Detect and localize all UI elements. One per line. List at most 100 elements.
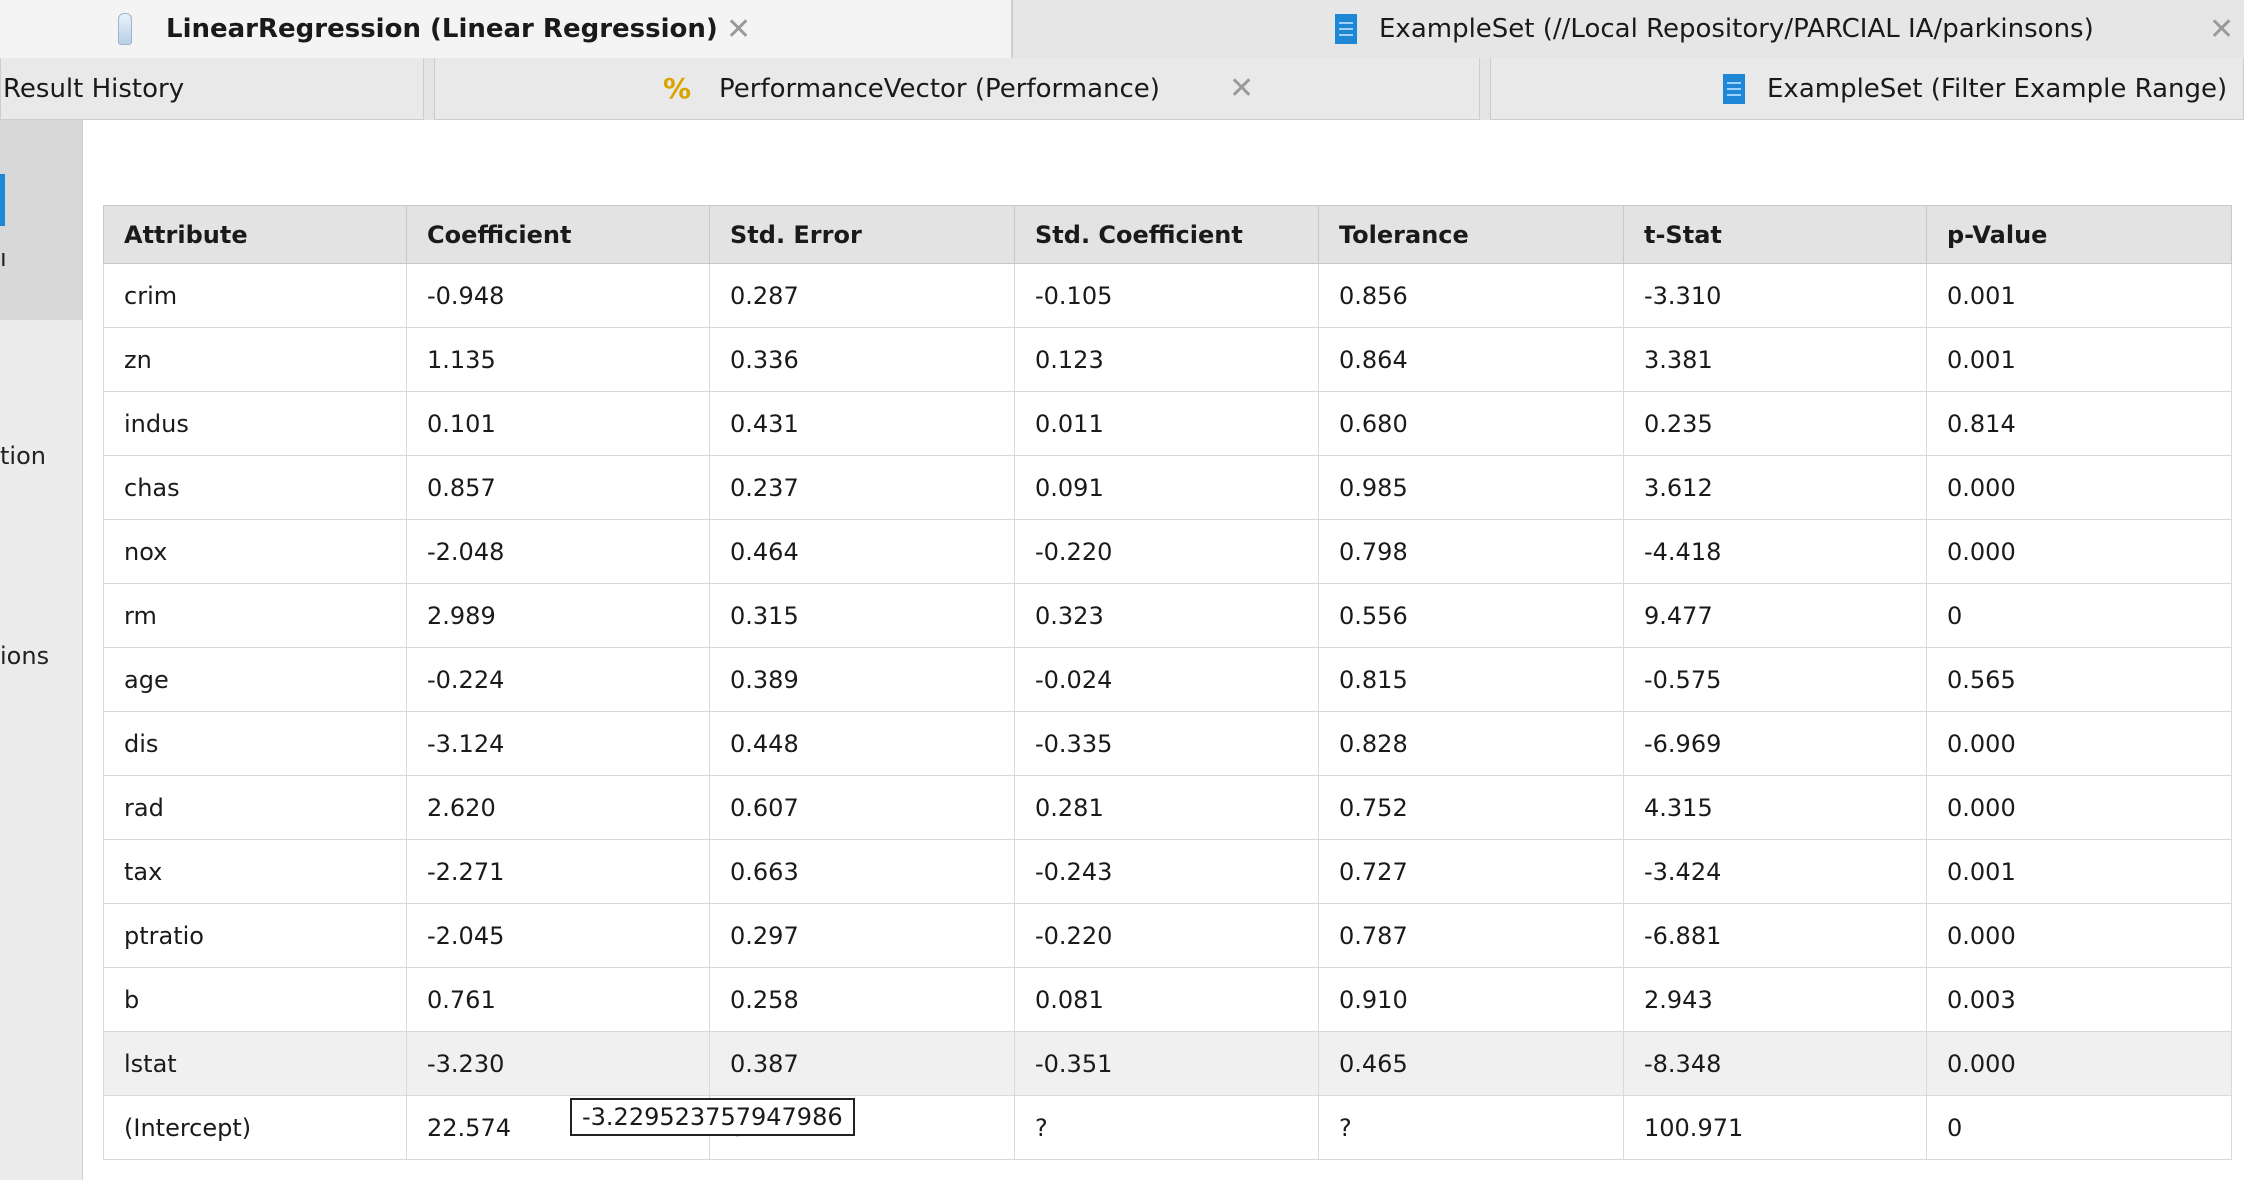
close-icon[interactable]: ✕ [2209,11,2235,47]
sidebar-item-annotations[interactable]: ions [0,642,50,670]
column-header[interactable]: Attribute [103,205,407,264]
attribute-cell[interactable]: dis [103,711,407,776]
value-cell[interactable]: 0.315 [709,583,1015,648]
value-cell[interactable]: 0.001 [1926,263,2232,328]
table-row[interactable]: nox -2.048 0.464 -0.220 0.798 -4.418 0.000 [103,519,2232,584]
value-cell[interactable]: 0.003 [1926,967,2232,1032]
value-cell[interactable]: 0.431 [709,391,1015,456]
value-cell[interactable]: 0.323 [1014,583,1319,648]
attribute-cell[interactable]: lstat [103,1031,407,1096]
value-cell[interactable]: 0.001 [1926,327,2232,392]
close-icon[interactable]: ✕ [1229,71,1255,106]
value-cell[interactable]: 0.000 [1926,775,2232,840]
close-icon[interactable]: ✕ [726,11,752,47]
value-cell[interactable]: 2.989 [406,583,710,648]
tab-linear-regression[interactable]: LinearRegression (Linear Regression) ✕ [0,0,1012,58]
value-cell[interactable]: -2.045 [406,903,710,968]
value-cell[interactable]: 0.281 [1014,775,1319,840]
table-row[interactable]: b 0.761 0.258 0.081 0.910 2.943 0.003 [103,967,2232,1032]
value-cell[interactable]: 0.235 [1623,391,1927,456]
value-cell[interactable]: -0.220 [1014,519,1319,584]
value-cell[interactable]: 3.612 [1623,455,1927,520]
value-cell[interactable]: 0.607 [709,775,1015,840]
value-cell[interactable]: -3.424 [1623,839,1927,904]
table-row[interactable]: rad 2.620 0.607 0.281 0.752 4.315 0.000 [103,775,2232,840]
table-row[interactable]: dis -3.124 0.448 -0.335 0.828 -6.969 0.000 [103,711,2232,776]
value-cell[interactable]: 0.828 [1318,711,1624,776]
value-cell[interactable]: -0.024 [1014,647,1319,712]
value-cell[interactable]: 0.556 [1318,583,1624,648]
value-cell[interactable]: -6.881 [1623,903,1927,968]
attribute-cell[interactable]: zn [103,327,407,392]
value-cell[interactable]: -0.105 [1014,263,1319,328]
tab-result-history[interactable]: Result History [0,58,424,120]
value-cell[interactable]: 2.620 [406,775,710,840]
value-cell[interactable]: ? [1014,1095,1319,1160]
value-cell[interactable]: -0.575 [1623,647,1927,712]
table-row[interactable]: lstat -3.230 0.387 -0.351 0.465 -8.348 0.000 [103,1031,2232,1096]
value-cell[interactable]: 0.464 [709,519,1015,584]
attribute-cell[interactable]: (Intercept) [103,1095,407,1160]
value-cell[interactable]: 0.387 [709,1031,1015,1096]
value-cell[interactable]: 0.336 [709,327,1015,392]
value-cell[interactable]: -0.243 [1014,839,1319,904]
table-row[interactable]: chas 0.857 0.237 0.091 0.985 3.612 0.000 [103,455,2232,520]
value-cell[interactable]: -2.271 [406,839,710,904]
value-cell[interactable]: -0.351 [1014,1031,1319,1096]
attribute-cell[interactable]: ptratio [103,903,407,968]
value-cell[interactable]: -8.348 [1623,1031,1927,1096]
value-cell[interactable]: 0.297 [709,903,1015,968]
table-row[interactable]: age -0.224 0.389 -0.024 0.815 -0.575 0.565 [103,647,2232,712]
value-cell[interactable]: 0.448 [709,711,1015,776]
value-cell[interactable]: -3.124 [406,711,710,776]
value-cell[interactable]: 0.864 [1318,327,1624,392]
table-row[interactable]: ptratio -2.045 0.297 -0.220 0.787 -6.881 0.000 [103,903,2232,968]
sidebar-item-selected[interactable]: ı [0,120,82,320]
value-cell[interactable]: 100.971 [1623,1095,1927,1160]
value-cell[interactable]: 0.287 [709,263,1015,328]
attribute-cell[interactable]: rad [103,775,407,840]
value-cell[interactable]: 0.798 [1318,519,1624,584]
value-cell[interactable]: 0.000 [1926,519,2232,584]
value-cell[interactable]: 0.011 [1014,391,1319,456]
value-cell[interactable]: 0.815 [1318,647,1624,712]
value-cell[interactable]: 9.477 [1623,583,1927,648]
attribute-cell[interactable]: indus [103,391,407,456]
attribute-cell[interactable]: tax [103,839,407,904]
value-cell[interactable]: 0.680 [1318,391,1624,456]
value-cell[interactable]: 0.787 [1318,903,1624,968]
value-cell[interactable]: 0 [1926,583,2232,648]
value-cell[interactable]: 0.465 [1318,1031,1624,1096]
value-cell[interactable]: 0.000 [1926,1031,2232,1096]
value-cell[interactable]: -0.948 [406,263,710,328]
sidebar-item-description[interactable]: tion [0,442,46,470]
value-cell[interactable]: -2.048 [406,519,710,584]
column-header[interactable]: Std. Error [709,205,1015,264]
attribute-cell[interactable]: chas [103,455,407,520]
value-cell[interactable]: 0.857 [406,455,710,520]
attribute-cell[interactable]: crim [103,263,407,328]
value-cell[interactable]: -0.220 [1014,903,1319,968]
tab-exampleset-parkinsons[interactable]: ExampleSet (//Local Repository/PARCIAL I… [1012,0,2244,58]
attribute-cell[interactable]: rm [103,583,407,648]
value-cell[interactable]: 0.000 [1926,455,2232,520]
table-row[interactable]: rm 2.989 0.315 0.323 0.556 9.477 0 [103,583,2232,648]
value-cell[interactable]: 2.943 [1623,967,1927,1032]
value-cell[interactable]: -0.335 [1014,711,1319,776]
value-cell[interactable]: -6.969 [1623,711,1927,776]
value-cell[interactable]: 3.381 [1623,327,1927,392]
value-cell[interactable]: 0.761 [406,967,710,1032]
value-cell[interactable]: 0.000 [1926,711,2232,776]
table-row[interactable]: indus 0.101 0.431 0.011 0.680 0.235 0.814 [103,391,2232,456]
value-cell[interactable]: -4.418 [1623,519,1927,584]
value-cell[interactable]: ? [1318,1095,1624,1160]
value-cell[interactable]: 0.237 [709,455,1015,520]
value-cell[interactable]: 0.123 [1014,327,1319,392]
table-row[interactable]: crim -0.948 0.287 -0.105 0.856 -3.310 0.001 [103,263,2232,328]
value-cell[interactable]: 0.663 [709,839,1015,904]
attribute-cell[interactable]: b [103,967,407,1032]
value-cell[interactable]: 1.135 [406,327,710,392]
value-cell[interactable]: 0.389 [709,647,1015,712]
column-header[interactable]: Coefficient [406,205,710,264]
